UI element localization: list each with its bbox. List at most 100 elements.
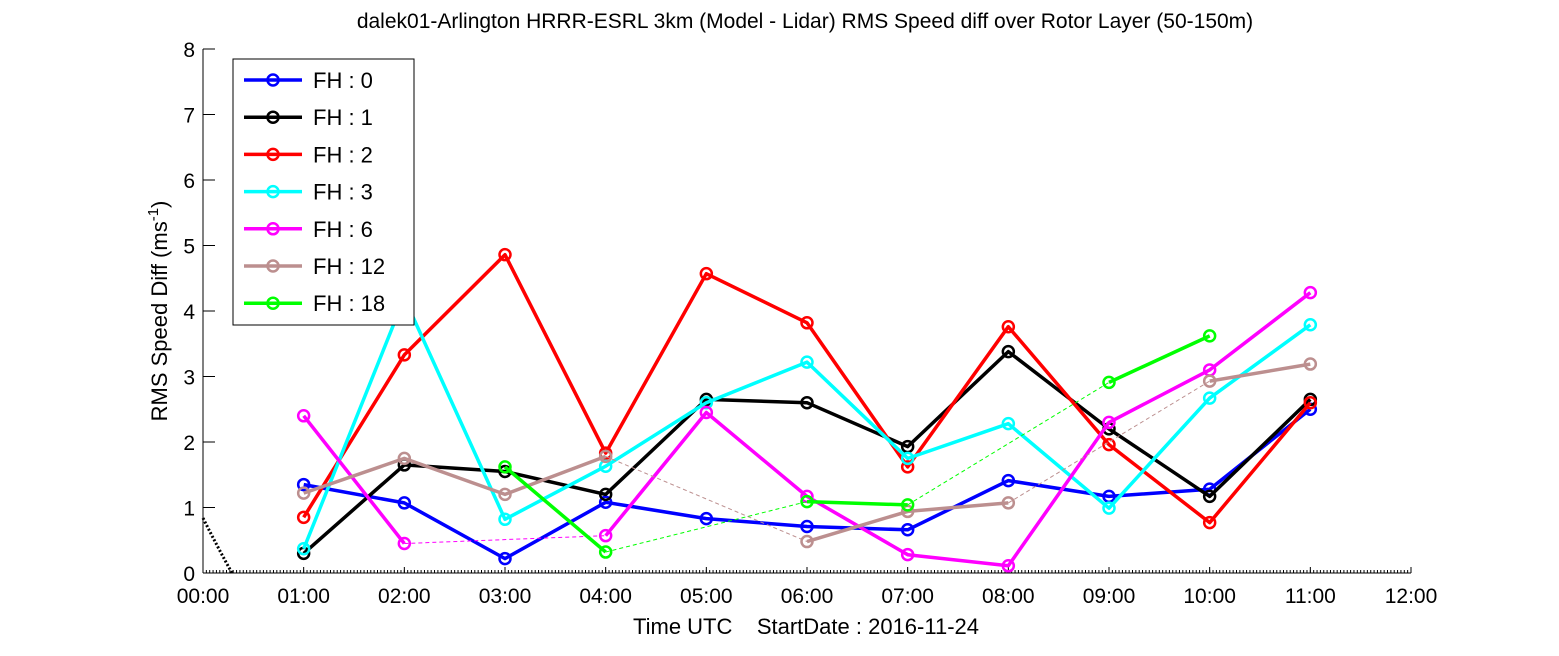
legend-swatch-marker: [266, 184, 280, 199]
data-point: [900, 547, 915, 562]
data-point: [1001, 496, 1016, 510]
series-gap-connector: [605, 455, 808, 543]
data-point: [699, 266, 714, 281]
data-point: [296, 486, 311, 500]
data-point: [498, 247, 512, 262]
series-line: [1108, 334, 1211, 384]
data-point: [1102, 501, 1116, 515]
legend-label: FH : 18: [313, 291, 385, 316]
legend-item: FH : 3: [244, 180, 373, 205]
x-tick-label: 11:00: [1285, 585, 1336, 608]
series-gap-connector: [907, 381, 1110, 506]
x-ticks: 00:00 01:00 02:00 03:00 04:00 05:00 06:00 07:00…: [177, 567, 1437, 608]
data-point: [498, 460, 512, 474]
y-tick-label: 2: [183, 432, 195, 455]
series-gap-connector: [404, 535, 606, 545]
data-point: [1202, 391, 1217, 405]
data-point: [397, 536, 412, 551]
legend-swatch-marker: [266, 259, 280, 273]
legend-item: FH : 18: [244, 291, 385, 316]
legend-swatch-marker: [266, 296, 280, 310]
legend-label: FH : 3: [313, 180, 373, 205]
y-axis-label-main: RMS Speed Diff (ms: [147, 221, 172, 421]
data-point: [296, 409, 311, 423]
data-point: [498, 551, 512, 566]
data-point: [1202, 515, 1217, 530]
data-point: [397, 496, 412, 510]
series-line: [302, 252, 1312, 525]
series-fh-2: [296, 247, 1318, 530]
y-axis-label-end: ): [147, 201, 172, 208]
series-fh-18: [498, 329, 1217, 559]
x-tick-label: 08:00: [982, 585, 1035, 608]
y-tick-label: 1: [183, 498, 195, 521]
data-point: [800, 534, 814, 549]
x-tick-label: 01:00: [277, 585, 330, 608]
x-tick-label: 10:00: [1183, 585, 1236, 608]
x-tick-label: 00:00: [177, 585, 230, 608]
legend-item: FH : 2: [244, 142, 373, 167]
data-point: [1202, 329, 1217, 343]
series-gap-connector: [605, 501, 808, 553]
data-point: [1202, 374, 1217, 388]
y-tick-label: 8: [183, 39, 195, 62]
series-fh-0: [296, 402, 1318, 566]
data-point: [598, 487, 613, 502]
x-tick-label: 05:00: [680, 585, 733, 608]
legend-item: FH : 6: [244, 217, 373, 242]
x-axis-label: Time UTC StartDate : 2016-11-24: [633, 614, 979, 639]
x-tick-label: 04:00: [579, 585, 632, 608]
data-point: [296, 477, 311, 492]
data-point: [598, 495, 613, 510]
data-point: [1303, 395, 1318, 410]
data-point: [900, 451, 915, 466]
data-point: [699, 405, 714, 420]
data-point: [1202, 489, 1217, 504]
series-line: [302, 296, 1312, 550]
series-fh-6: [296, 285, 1318, 573]
series-line: [302, 349, 1312, 555]
data-point: [1102, 375, 1116, 390]
y-ticks: 0 1 2 3 4 5 6 7 8: [183, 39, 215, 586]
data-point: [800, 494, 814, 509]
data-point: [1001, 344, 1016, 359]
series-layer: [296, 247, 1318, 573]
data-point: [1001, 559, 1016, 573]
legend-label: FH : 1: [313, 105, 373, 130]
x-tick-label: 06:00: [781, 585, 834, 608]
y-tick-label: 4: [183, 301, 195, 324]
y-tick-label: 6: [183, 170, 195, 193]
y-axis-label: RMS Speed Diff (ms-1): [145, 201, 172, 422]
x-tick-label: 07:00: [881, 585, 934, 608]
series-line: [303, 454, 607, 497]
legend-swatch-marker: [266, 222, 280, 236]
data-point: [598, 449, 613, 464]
series-fh-12: [296, 357, 1318, 549]
data-point: [1102, 437, 1116, 452]
series-gap-connector: [1008, 380, 1210, 504]
x-tick-label: 03:00: [479, 585, 532, 608]
legend-item: FH : 0: [244, 68, 373, 93]
legend-label: FH : 0: [313, 68, 373, 93]
legend: FH : 0 FH : 1 FH : 2 FH : 3 FH : 6 FH : 12 FH …: [232, 58, 415, 326]
data-point: [1001, 473, 1016, 488]
polar-dotted-arc: [201, 517, 234, 574]
legend-label: FH : 6: [313, 217, 373, 242]
chart-title: dalek01-Arlington HRRR-ESRL 3km (Model -…: [357, 10, 1253, 33]
data-point: [1001, 416, 1016, 431]
data-point: [800, 316, 814, 330]
data-point: [598, 528, 613, 543]
data-point: [1303, 318, 1318, 332]
y-tick-label: 3: [183, 367, 195, 390]
x-tick-label: 02:00: [378, 585, 431, 608]
data-point: [900, 498, 915, 512]
data-point: [397, 451, 412, 466]
data-point: [397, 348, 412, 362]
data-point: [598, 545, 613, 559]
y-tick-label: 7: [183, 105, 195, 128]
y-tick-label: 0: [183, 563, 195, 586]
data-point: [800, 395, 814, 410]
data-point: [900, 523, 915, 537]
legend-label: FH : 12: [313, 254, 385, 279]
